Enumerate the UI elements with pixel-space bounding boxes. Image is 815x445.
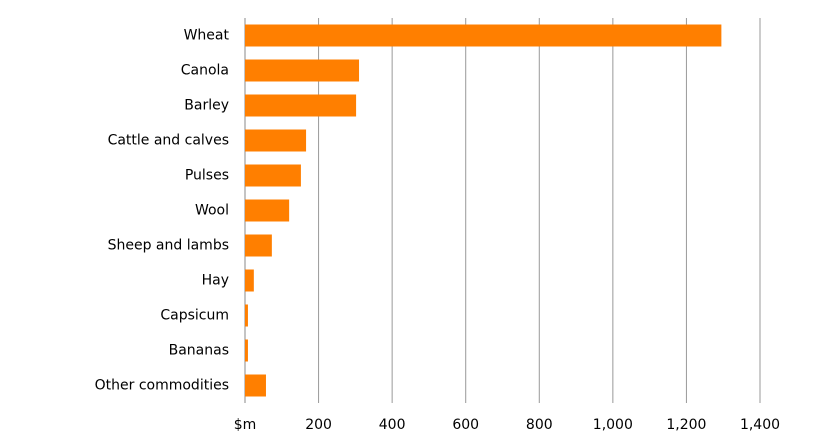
x-tick-label: 400 [379, 417, 406, 433]
bar [245, 164, 301, 187]
y-tick-label: Bananas [169, 343, 229, 359]
x-tick-label: 800 [526, 417, 553, 433]
x-tick-label: 1,400 [740, 417, 780, 433]
bar [245, 94, 357, 117]
y-tick-label: Canola [181, 63, 229, 79]
bar [245, 129, 307, 152]
bar [245, 374, 266, 397]
bar [245, 59, 360, 82]
x-tick-label: 600 [452, 417, 479, 433]
x-tick-label: 200 [305, 417, 332, 433]
y-tick-label: Pulses [185, 168, 229, 184]
y-tick-label: Capsicum [160, 308, 229, 324]
bar [245, 234, 272, 257]
y-tick-label: Cattle and calves [108, 133, 229, 149]
x-tick-label: 1,200 [666, 417, 706, 433]
y-tick-label: Barley [184, 98, 229, 114]
bar [245, 304, 248, 327]
y-tick-label: Wheat [184, 28, 230, 44]
bar [245, 339, 248, 362]
x-tick-label: $m [234, 417, 257, 433]
y-tick-label: Sheep and lambs [108, 238, 229, 254]
bar [245, 199, 290, 222]
y-tick-label: Hay [202, 273, 229, 289]
y-tick-label: Other commodities [95, 378, 229, 394]
x-tick-label: 1,000 [593, 417, 633, 433]
bar [245, 24, 722, 47]
bar [245, 269, 254, 292]
y-tick-label: Wool [195, 203, 229, 219]
